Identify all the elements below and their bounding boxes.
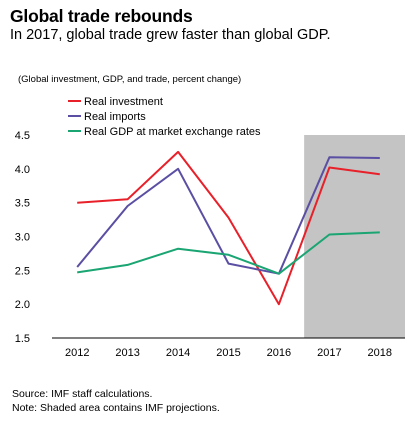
source-note: Source: IMF staff calculations. Note: Sh… <box>12 387 220 415</box>
series-line-1 <box>76 156 380 275</box>
legend-label: Real imports <box>84 111 146 123</box>
y-tick-label: 3.5 <box>15 198 30 210</box>
projection-note: Note: Shaded area contains IMF projectio… <box>12 402 220 414</box>
chart-title: Global trade rebounds <box>10 6 193 26</box>
series-line-2 <box>77 231 380 275</box>
y-tick-label: 1.5 <box>15 333 30 345</box>
x-tick-label: 2018 <box>368 347 392 359</box>
y-tick-label: 2.5 <box>15 265 30 277</box>
x-tick-label: 2012 <box>65 347 89 359</box>
projection-shade <box>304 135 405 338</box>
y-tick-label: 4.5 <box>15 130 30 142</box>
x-tick-label: 2016 <box>267 347 291 359</box>
y-tick-label: 3.0 <box>15 232 30 244</box>
x-tick-label: 2015 <box>216 347 240 359</box>
x-tick-label: 2017 <box>317 347 341 359</box>
source-line: Source: IMF staff calculations. <box>12 388 153 400</box>
x-tick-label: 2013 <box>115 347 139 359</box>
unit-note: (Global investment, GDP, and trade, perc… <box>18 74 242 85</box>
chart-subtitle: In 2017, global trade grew faster than g… <box>10 27 331 43</box>
y-tick-label: 2.0 <box>15 299 30 311</box>
y-tick-label: 4.0 <box>15 164 30 176</box>
legend-label: Real investment <box>84 96 163 108</box>
legend-label: Real GDP at market exchange rates <box>84 126 261 138</box>
series-line-0 <box>77 150 380 306</box>
x-tick-label: 2014 <box>166 347 190 359</box>
